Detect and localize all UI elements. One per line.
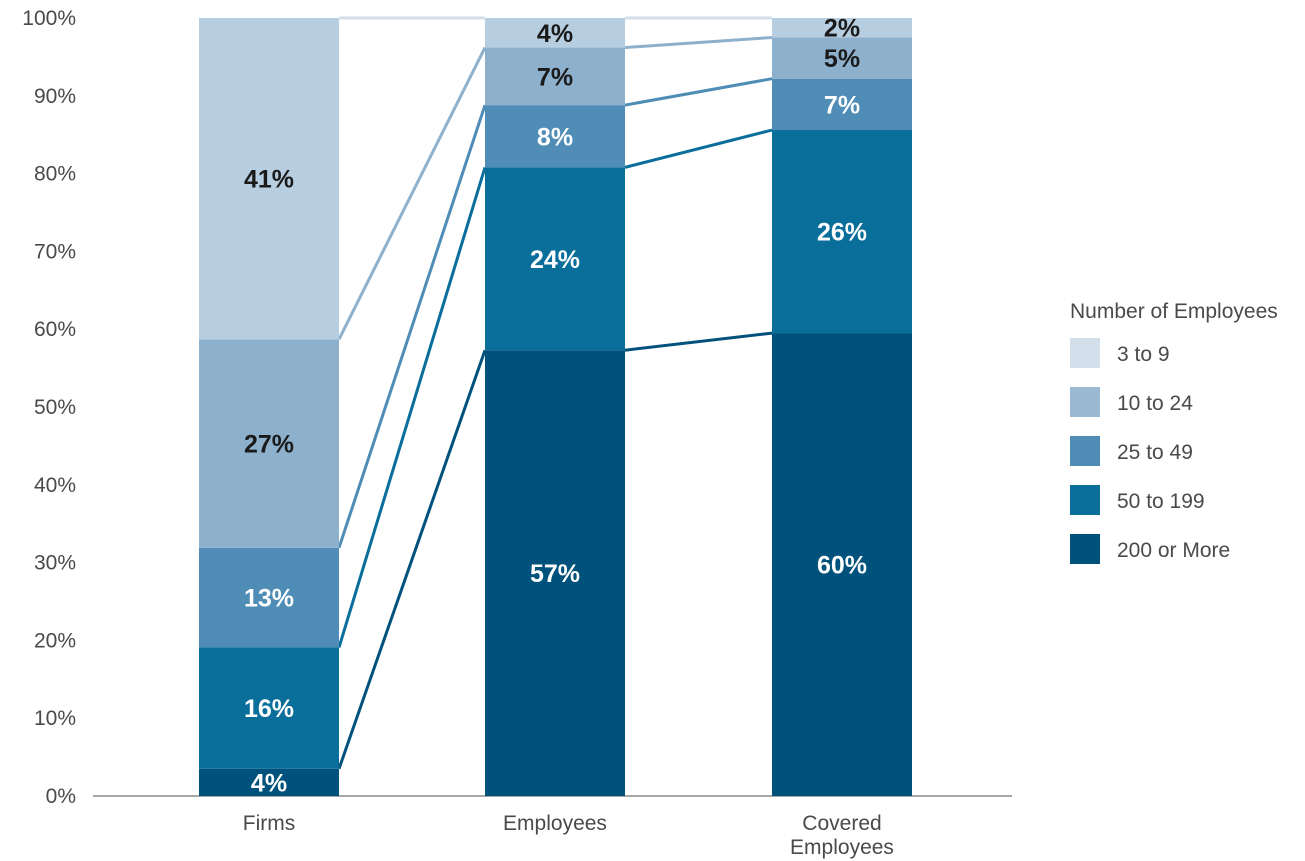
data-label: 26% (817, 219, 867, 247)
bar-segment (772, 130, 912, 334)
legend-label: 25 to 49 (1117, 441, 1193, 464)
connector-line (337, 349, 487, 770)
data-label: 4% (251, 769, 287, 797)
y-tick-label: 90% (34, 85, 76, 108)
bar-segment (485, 350, 625, 796)
legend-swatch (1070, 338, 1100, 368)
data-label: 24% (530, 246, 580, 274)
data-label: 27% (244, 431, 294, 459)
data-label: 2% (824, 15, 860, 43)
connector-line (337, 104, 487, 549)
legend-title: Number of Employees (1070, 300, 1278, 323)
legend: Number of Employees 3 to 9 10 to 24 25 to 4… (1070, 300, 1278, 564)
legend-swatch (1070, 534, 1100, 564)
y-tick-label: 30% (34, 552, 76, 575)
y-tick-label: 60% (34, 318, 76, 341)
y-tick-label: 100% (22, 7, 76, 30)
connector-line (624, 77, 773, 107)
bar-segment (199, 339, 339, 548)
bar-segment (199, 647, 339, 769)
bar-segment (772, 18, 912, 38)
x-category-label: Employees (790, 836, 894, 859)
data-label: 7% (537, 63, 573, 91)
x-category-label: Firms (243, 812, 295, 835)
plot-area: 0% 10% 20% 30% 40% 50% 60% 70% 80% 90% 100% 4% 16% 13… (22, 7, 1012, 859)
data-label: 7% (824, 91, 860, 119)
legend-swatch (1070, 485, 1100, 515)
bar-segment (772, 333, 912, 796)
bar-segment (485, 47, 625, 106)
y-tick-label: 40% (34, 474, 76, 497)
x-category-label: Covered (802, 812, 881, 835)
connector-line (337, 46, 487, 340)
bar-segment (485, 18, 625, 48)
legend-label: 50 to 199 (1117, 490, 1205, 513)
connector-line (337, 166, 487, 648)
x-category-label: Employees (503, 812, 607, 835)
legend-swatch (1070, 387, 1100, 417)
y-tick-label: 20% (34, 629, 76, 652)
bar-segment (199, 18, 339, 340)
data-label: 5% (824, 45, 860, 73)
data-label: 41% (244, 166, 294, 194)
bar-segment (772, 78, 912, 131)
y-tick-label: 0% (46, 785, 76, 808)
bar-segment (485, 167, 625, 351)
data-label: 13% (244, 585, 294, 613)
data-label: 8% (537, 123, 573, 151)
connector-line (624, 128, 773, 169)
connector-line (624, 35, 773, 50)
legend-label: 200 or More (1117, 539, 1230, 562)
y-tick-label: 70% (34, 240, 76, 263)
data-label: 16% (244, 695, 294, 723)
legend-label: 3 to 9 (1117, 343, 1170, 366)
bar-segment (199, 768, 339, 796)
data-label: 57% (530, 560, 580, 588)
data-label: 60% (817, 552, 867, 580)
connector-line (624, 331, 773, 352)
data-label: 4% (537, 20, 573, 48)
y-tick-label: 80% (34, 163, 76, 186)
bar-segment (199, 547, 339, 648)
y-tick-label: 10% (34, 707, 76, 730)
y-tick-label: 50% (34, 396, 76, 419)
legend-swatch (1070, 436, 1100, 466)
bar-segment (772, 37, 912, 79)
bar-segment (485, 105, 625, 168)
legend-label: 10 to 24 (1117, 392, 1193, 415)
